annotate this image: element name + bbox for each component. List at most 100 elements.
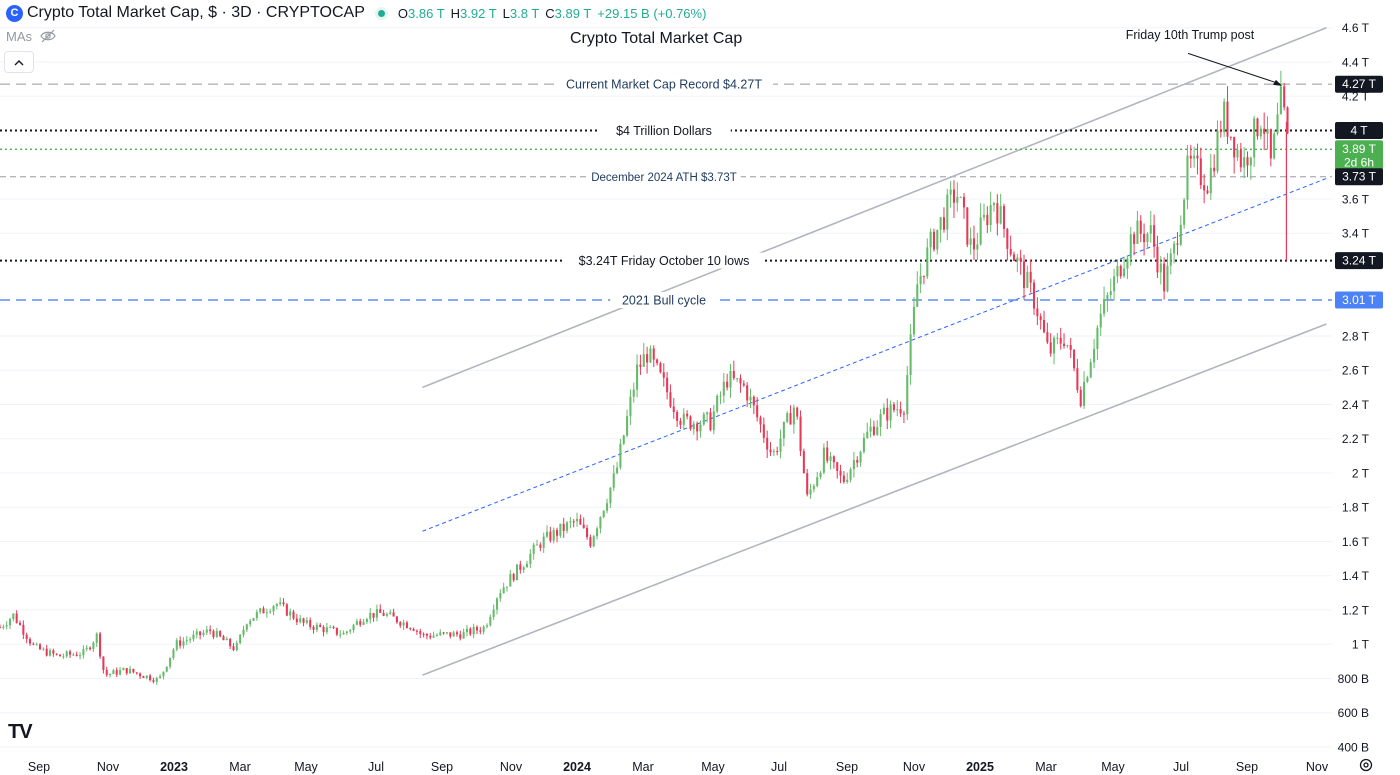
annotation-arrowhead [1272, 79, 1282, 86]
candle-body [642, 354, 645, 367]
candle-body [375, 609, 378, 618]
hidden-eye-icon[interactable] [40, 28, 56, 44]
candle-body [576, 518, 579, 522]
candle-body [949, 189, 952, 195]
candle-body [1213, 167, 1216, 172]
candle-body [1039, 316, 1042, 320]
candle-body [819, 472, 822, 478]
candle-body [72, 654, 75, 656]
candle-body [752, 396, 755, 406]
candle-body [312, 626, 315, 630]
candle-body [706, 412, 709, 415]
x-tick-label: 2025 [966, 760, 994, 774]
candle-body [492, 609, 495, 617]
candle-body [65, 651, 68, 657]
candle-body [232, 646, 235, 650]
symbol-title[interactable]: Crypto Total Market Cap, $ · 3D · CRYPTO… [27, 4, 365, 21]
candle-body [1006, 228, 1009, 249]
candle-body [1216, 130, 1219, 172]
y-tick-label: 4.4 T [1342, 55, 1370, 69]
candle-body [1266, 129, 1269, 134]
candle-body [556, 530, 559, 536]
candle-body [1063, 343, 1066, 346]
x-tick-label: Nov [1306, 760, 1329, 774]
candle-body [802, 451, 805, 474]
trend-line-middle [422, 177, 1327, 532]
candle-body [495, 598, 499, 610]
candle-body [89, 647, 92, 650]
candle-body [782, 421, 785, 439]
candle-body [776, 451, 779, 453]
x-tick-label: May [294, 760, 318, 774]
candle-body [48, 650, 52, 656]
candle-body [545, 531, 549, 537]
x-tick-label: Nov [903, 760, 926, 774]
candle-body [162, 671, 165, 677]
candle-body [5, 625, 8, 627]
candle-body [986, 214, 989, 225]
level-label: Current Market Cap Record $4.27T [566, 78, 762, 92]
price-badge-label: 3.24 T [1342, 254, 1376, 268]
candle-body [1029, 271, 1032, 283]
price-badge-label: 3.89 T [1342, 142, 1376, 156]
candle-body [105, 669, 108, 675]
candle-body [922, 275, 925, 277]
candle-body [1189, 155, 1192, 159]
candle-body [352, 624, 355, 631]
collapse-legend-button[interactable] [4, 51, 34, 73]
candle-body [125, 668, 128, 674]
candle-body [589, 537, 592, 547]
mas-indicator-label[interactable]: MAs [6, 28, 32, 44]
gear-icon[interactable] [1358, 757, 1374, 773]
candle-body [139, 673, 142, 677]
candle-body [249, 620, 252, 625]
candle-body [62, 656, 65, 658]
candle-body [622, 435, 625, 444]
candle-body [465, 628, 469, 633]
candle-body [696, 423, 699, 432]
candle-body [175, 640, 178, 650]
candle-body [272, 606, 275, 612]
candle-body [525, 563, 529, 568]
candle-body [412, 629, 415, 631]
x-tick-label: Jul [368, 760, 384, 774]
x-tick-label: Mar [1035, 760, 1057, 774]
candle-body [809, 489, 812, 495]
candle-body [959, 196, 962, 198]
candle-body [1076, 368, 1079, 390]
x-tick-label: Sep [28, 760, 50, 774]
level-label-bg [564, 252, 764, 269]
candle-body [329, 627, 332, 629]
candle-body [279, 602, 282, 605]
candle-body [185, 640, 188, 642]
candle-body [1103, 299, 1106, 314]
candle-body [532, 544, 535, 554]
candle-body [749, 396, 752, 401]
candle-body [169, 657, 172, 667]
candle-body [616, 467, 619, 474]
candle-body [1246, 157, 1249, 166]
candle-body [309, 620, 312, 627]
candle-body [552, 530, 555, 541]
candle-body [302, 618, 305, 623]
y-tick-label: 2 T [1352, 466, 1370, 480]
y-tick-label: 2.2 T [1342, 432, 1370, 446]
candle-body [469, 628, 472, 635]
candle-body [1183, 199, 1186, 225]
candle-body [112, 670, 115, 674]
price-badge [1335, 291, 1383, 309]
level-label: December 2024 ATH $3.73T [591, 172, 737, 184]
candle-body [519, 564, 522, 570]
candle-body [772, 451, 775, 453]
candle-body [149, 675, 152, 681]
candle-body [596, 528, 599, 537]
candle-body [562, 523, 565, 531]
candle-body [1249, 157, 1252, 166]
candle-body [972, 238, 976, 250]
candle-body [619, 443, 622, 468]
candle-body [839, 471, 842, 476]
candle-body [415, 630, 418, 632]
x-tick-label: Sep [431, 760, 453, 774]
candle-body [1123, 268, 1126, 277]
